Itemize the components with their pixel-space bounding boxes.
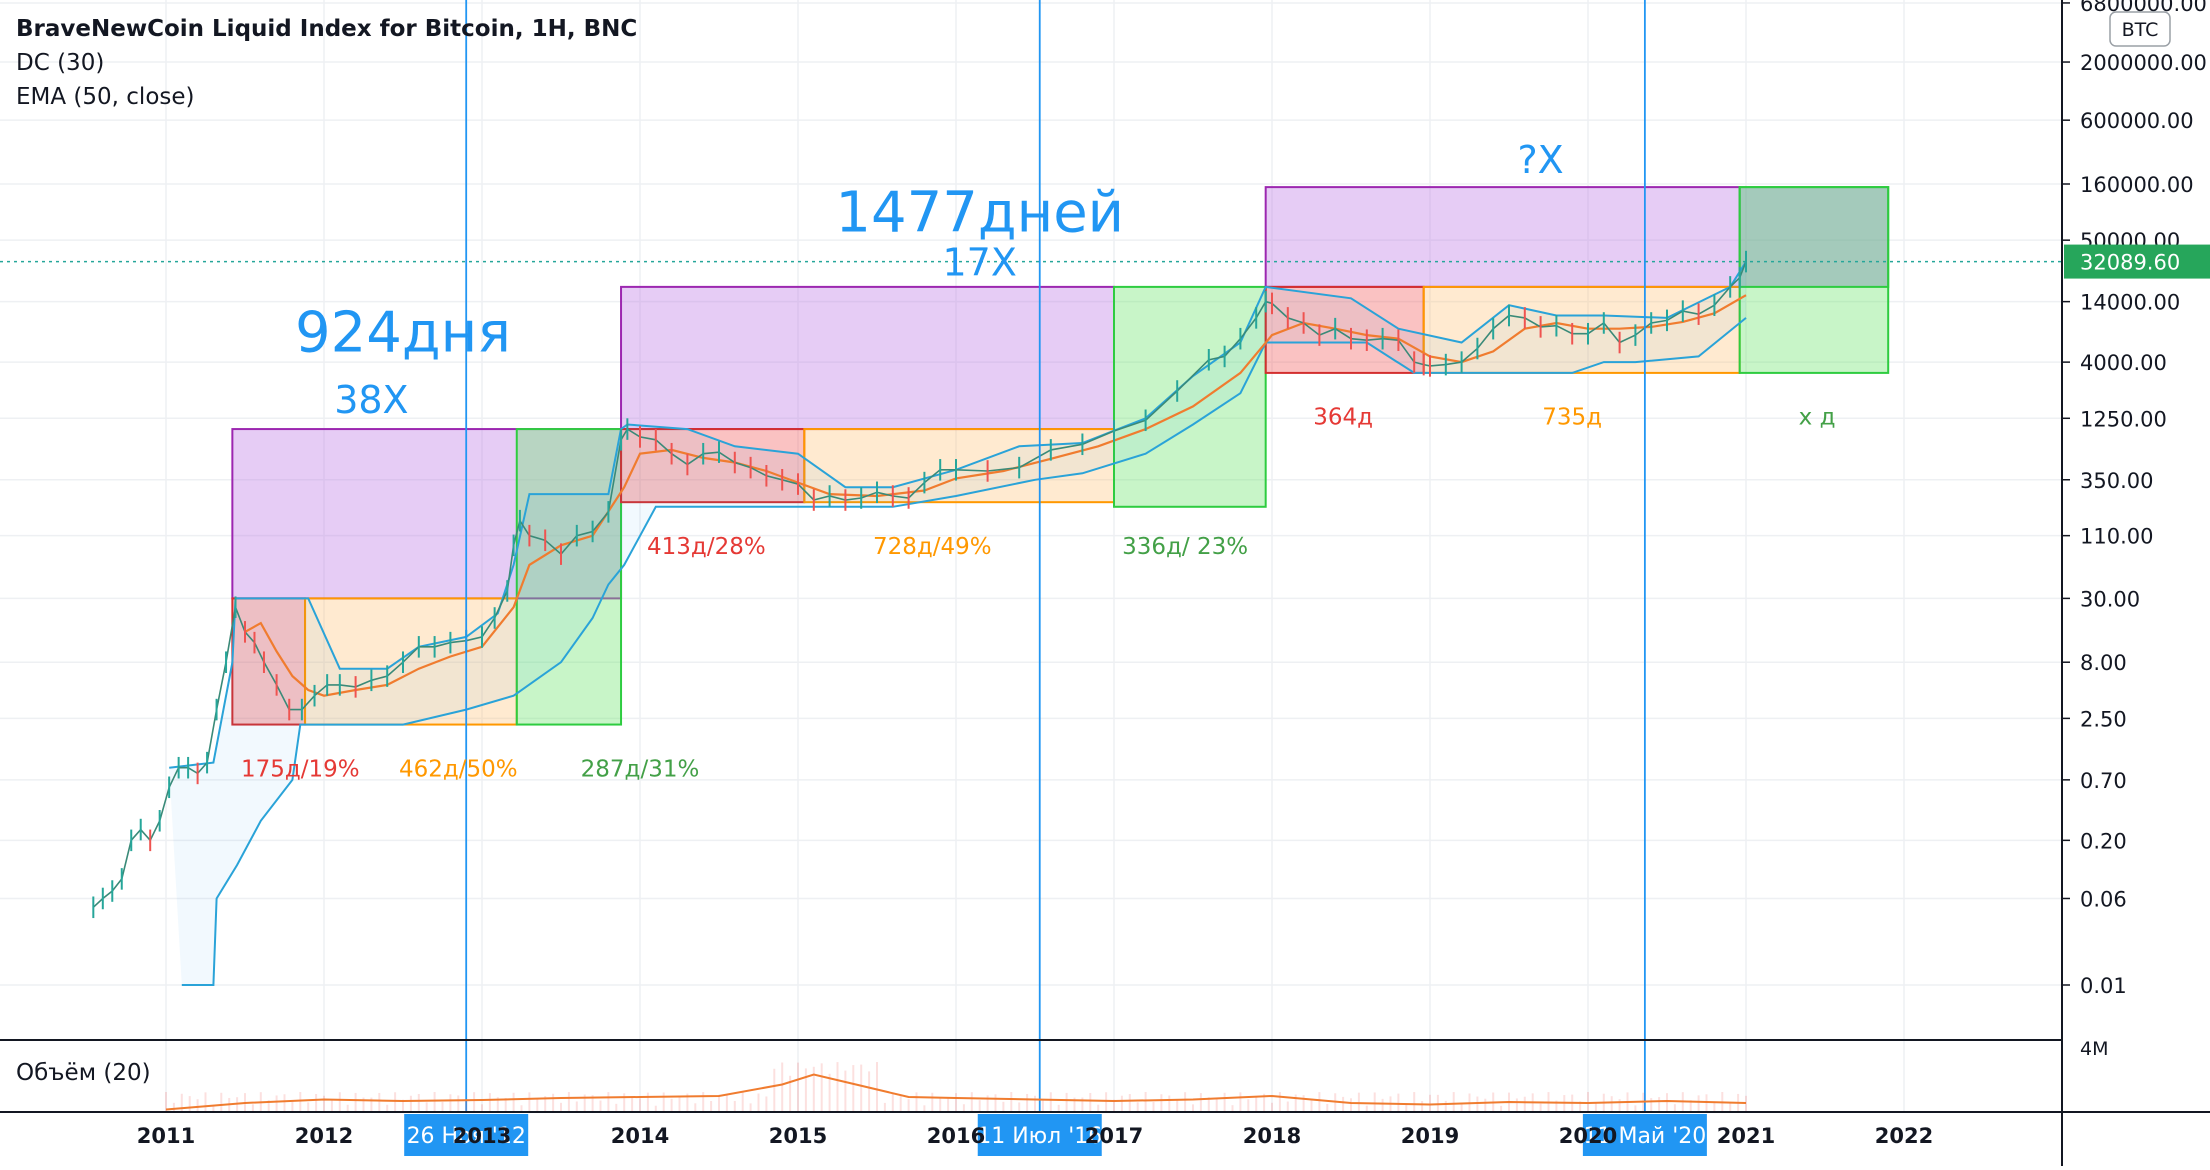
y-tick-label-10: 30.00: [2080, 587, 2140, 611]
annotation-2: 1477дней: [835, 180, 1124, 245]
annotation-10: 336д/ 23%: [1122, 534, 1248, 560]
boxes: [231, 186, 1890, 726]
legend-title: BraveNewCoin Liquid Index for Bitcoin, 1…: [16, 16, 638, 42]
y-tick-label-12: 2.50: [2080, 707, 2127, 731]
current-price-label: 32089.60: [2080, 251, 2180, 275]
vline-label-2: 11 Май '20: [1583, 1124, 1706, 1149]
x-tick-label-6: 2017: [1085, 1124, 1143, 1148]
box-gray-12: [1738, 186, 1890, 288]
box-purple-8: [1264, 186, 1741, 288]
x-tick-label-0: 2011: [137, 1124, 195, 1148]
x-tick-label-8: 2019: [1401, 1124, 1459, 1148]
x-tick-label-11: 2022: [1875, 1124, 1933, 1148]
box-green-3: [515, 428, 623, 726]
y-tick-label-11: 8.00: [2080, 651, 2127, 675]
legend-volume: Объём (20): [16, 1060, 151, 1086]
price-line: [92, 261, 1747, 908]
x-tick-label-5: 2016: [927, 1124, 985, 1148]
y-tick-label-13: 0.70: [2080, 769, 2127, 793]
annotation-8: 413д/28%: [647, 534, 766, 560]
annotation-11: 364д: [1313, 404, 1373, 430]
grid: [0, 0, 2062, 1112]
vline-label-1: 11 Июл '16: [977, 1124, 1102, 1149]
x-tick-label-10: 2021: [1717, 1124, 1775, 1148]
y-tick-label-15: 0.06: [2080, 887, 2127, 911]
series-lines: [0, 250, 2062, 986]
y-tick-label-3: 160000.00: [2080, 173, 2194, 197]
currency-badge: [2109, 11, 2171, 47]
vline-label-bg-1: [977, 1114, 1102, 1156]
box-orange-6: [803, 428, 1115, 504]
vline-label-bg-2: [1582, 1114, 1707, 1156]
vertical-lines: 26 Ноя '12 11 Июл '16 11 Май '20: [404, 0, 1707, 1156]
y-tick-label-5: 14000.00: [2080, 291, 2180, 315]
ema-line: [244, 294, 1747, 697]
annotation-4: ?X: [1517, 138, 1563, 182]
y-tick-label-16: 0.01: [2080, 974, 2127, 998]
y-tick-label-0: 6800000.00: [2080, 0, 2207, 16]
y-tick-label-8: 350.00: [2080, 469, 2153, 493]
annotation-1: 38X: [334, 378, 408, 422]
current-price-badge: [2064, 244, 2210, 279]
annotation-9: 728д/49%: [873, 534, 992, 560]
y-tick-label-14: 0.20: [2080, 829, 2127, 853]
box-green-7: [1113, 285, 1267, 508]
annotation-13: x д: [1799, 404, 1836, 430]
volume-ma: [165, 1073, 1747, 1111]
annotation-3: 17X: [943, 241, 1017, 285]
annotation-12: 735д: [1542, 404, 1602, 430]
y-tick-label-9: 110.00: [2080, 525, 2153, 549]
box-green-11: [1738, 186, 1890, 374]
box-purple-0: [231, 428, 623, 600]
volume-pane: [0, 1039, 2062, 1112]
vline-label-0: 26 Ноя '12: [407, 1124, 526, 1149]
annotation-7: 287д/31%: [581, 757, 700, 783]
x-tick-label-2: 2013: [453, 1124, 511, 1148]
vline-label-bg-0: [404, 1114, 529, 1156]
y-tick-label-6: 4000.00: [2080, 351, 2167, 375]
box-red-5: [620, 428, 806, 504]
donchian-lower: [181, 317, 1747, 986]
currency-badge-label: BTC: [2122, 19, 2159, 41]
legend-indicator-dc: DC (30): [16, 50, 105, 76]
donchian-upper: [169, 261, 1747, 769]
annotation-6: 462д/50%: [399, 757, 518, 783]
y-tick-label-7: 1250.00: [2080, 407, 2167, 431]
x-tick-label-7: 2018: [1243, 1124, 1301, 1148]
x-tick-label-9: 2020: [1559, 1124, 1617, 1148]
y-tick-label-2: 600000.00: [2080, 109, 2194, 133]
annotation-5: 175д/19%: [241, 757, 360, 783]
annotation-0: 924дня: [295, 300, 511, 365]
y-tick-label-1: 2000000.00: [2080, 51, 2207, 75]
x-tick-label-1: 2012: [295, 1124, 353, 1148]
box-orange-2: [304, 597, 518, 726]
legend-indicator-ema: EMA (50, close): [16, 84, 195, 110]
x-tick-label-4: 2015: [769, 1124, 827, 1148]
x-tick-label-3: 2014: [611, 1124, 669, 1148]
volume-axis-label: 4M: [2080, 1038, 2108, 1060]
